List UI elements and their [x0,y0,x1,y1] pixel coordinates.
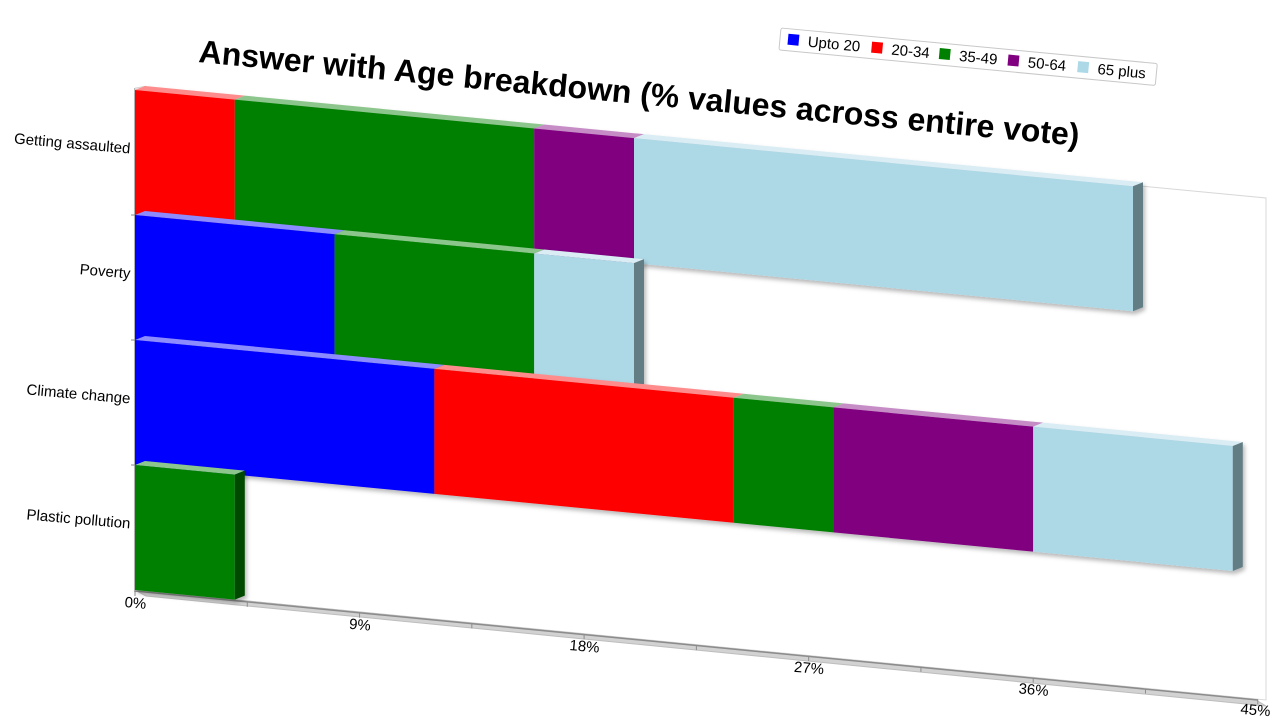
bar-top-face [234,95,545,129]
bar-segment [434,368,734,523]
legend-swatch [1077,61,1090,74]
value-tick-label: 18% [569,637,600,657]
bar-group [135,211,644,389]
bar-side-face [234,470,245,600]
category-label: Plastic pollution [26,506,131,532]
bar-segment [534,128,634,264]
bar-segment [733,397,834,533]
bar-top-face [135,461,245,475]
bar-segment [833,407,1034,552]
bar-segment [634,138,1133,312]
bar-top-face [534,124,644,139]
bar-group [135,461,245,600]
bar-group [135,336,1243,571]
bar-segment [234,99,535,254]
category-label: Climate change [26,381,131,407]
value-ticks [134,591,1259,705]
bar-top-face [434,364,744,398]
bar-top-face [1033,422,1243,446]
legend-label: 65 plus [1097,61,1147,82]
value-tick-label: 36% [1018,680,1049,700]
bar-top-face [833,403,1044,427]
bar-top-face [634,134,1143,187]
category-label: Poverty [79,261,132,282]
bar-top-face [334,230,545,254]
bar-top-face [733,393,844,408]
bar-top-face [534,249,644,264]
bar-segment [135,215,335,360]
legend: Upto 20 20-34 35-49 50-64 65 plus [778,27,1158,86]
bar-side-face [634,259,644,389]
legend-label: 20-34 [891,42,931,63]
bar-segment [534,253,634,389]
value-tick-label: 45% [1240,701,1271,720]
bars [135,86,1243,600]
bar-side-face [1232,441,1243,571]
bar-segment [135,340,435,494]
legend-swatch [938,48,951,61]
bar-segment [334,234,535,379]
legend-swatch [1007,54,1020,67]
category-label: Getting assaulted [13,130,131,157]
bar-top-face [135,336,445,369]
bar-side-face [1133,182,1143,312]
value-tick-label: 0% [124,594,147,613]
bar-top-face [135,86,245,100]
value-tick-labels: 0% 9% 18% 27% 36% 45% [124,594,1271,720]
bar-segment [135,465,235,600]
legend-label: 50-64 [1027,54,1067,75]
bar-segment [1033,426,1233,571]
value-tick-label: 27% [793,659,824,679]
legend-label: Upto 20 [807,34,861,56]
category-labels: Getting assaulted Poverty Climate change Pl… [13,130,131,532]
value-tick-label: 9% [348,616,371,635]
legend-label: 35-49 [958,48,998,69]
bar-group [135,86,1143,312]
legend-swatch [787,33,800,46]
category-ticks [131,214,135,466]
bar-top-face [135,211,345,235]
legend-swatch [871,41,884,54]
bar-segment [135,90,235,225]
